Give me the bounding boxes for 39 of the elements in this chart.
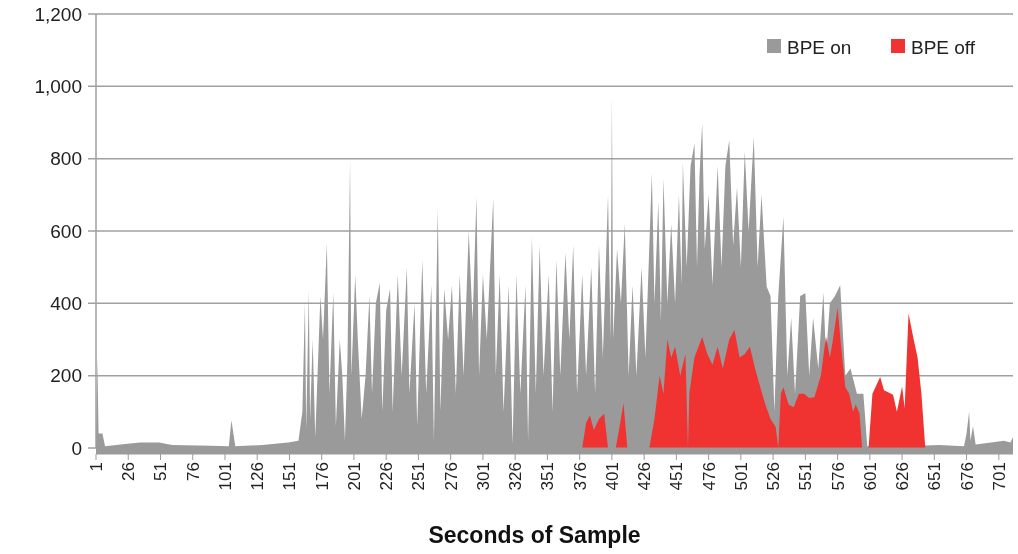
x-tick-label: 426 [635,462,655,491]
x-tick-label: 651 [925,462,945,491]
x-tick-label: 276 [441,462,461,491]
x-tick-label: 626 [893,462,913,491]
x-tick-label: 401 [602,462,622,491]
y-tick-label: 200 [50,365,82,387]
x-tick-label: 176 [312,462,332,491]
x-tick-label: 251 [409,462,429,491]
x-axis-title: Seconds of Sample [428,522,641,548]
x-tick-label: 601 [860,462,880,491]
x-tick-label: 451 [667,462,687,491]
y-tick-label: 400 [50,292,82,314]
x-tick-label: 326 [506,462,526,491]
x-tick-label: 526 [764,462,784,491]
x-tick-label: 576 [828,462,848,491]
x-tick-label: 51 [151,462,171,481]
x-tick-label: 26 [119,462,139,481]
y-tick-label: 600 [50,220,82,242]
legend-label: BPE on [787,36,852,58]
x-tick-label: 301 [473,462,493,491]
x-tick-label: 1 [86,462,106,472]
x-tick-label: 476 [699,462,719,491]
y-tick-label: 1,000 [34,75,82,97]
y-tick-label: 0 [71,437,82,459]
x-tick-label: 376 [570,462,590,491]
x-tick-label: 676 [957,462,977,491]
legend-label: BPE off [911,36,976,58]
x-tick-label: 76 [183,462,203,481]
x-tick-label: 701 [989,462,1009,491]
x-tick-label: 151 [280,462,300,491]
x-tick-label: 551 [796,462,816,491]
x-tick-label: 226 [377,462,397,491]
x-tick-label: 126 [248,462,268,491]
y-tick-label: 800 [50,148,82,170]
x-tick-label: 501 [731,462,751,491]
x-tick-label: 351 [538,462,558,491]
x-tick-label: 101 [215,462,235,491]
x-tick-label: 201 [344,462,364,491]
y-tick-label: 1,200 [34,3,82,25]
